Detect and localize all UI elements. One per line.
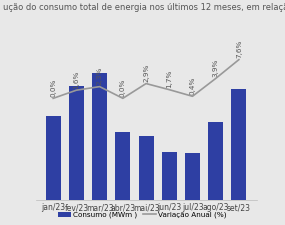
Text: 2,3%: 2,3% [97, 67, 103, 85]
Bar [46, 116, 61, 225]
Text: 1,6%: 1,6% [74, 70, 80, 89]
Bar [139, 135, 154, 225]
Text: 2,9%: 2,9% [143, 64, 149, 82]
Text: 0,4%: 0,4% [190, 76, 196, 95]
Text: 3,9%: 3,9% [213, 58, 219, 77]
Bar [115, 132, 131, 225]
Bar [208, 122, 223, 225]
Bar [185, 153, 200, 225]
Text: 7,6%: 7,6% [236, 40, 242, 58]
Text: ução do consumo total de energia nos últimos 12 meses, em relação ao ano an: ução do consumo total de energia nos últ… [3, 3, 285, 12]
Bar [162, 152, 177, 225]
Text: 0,0%: 0,0% [50, 79, 56, 97]
Text: 1,7%: 1,7% [166, 70, 172, 88]
Text: 0,0%: 0,0% [120, 79, 126, 97]
Bar [231, 89, 247, 225]
Bar [69, 86, 84, 225]
Legend: Consumo (MWm ), Variação Anual (%): Consumo (MWm ), Variação Anual (%) [55, 209, 230, 221]
Bar [92, 73, 107, 225]
